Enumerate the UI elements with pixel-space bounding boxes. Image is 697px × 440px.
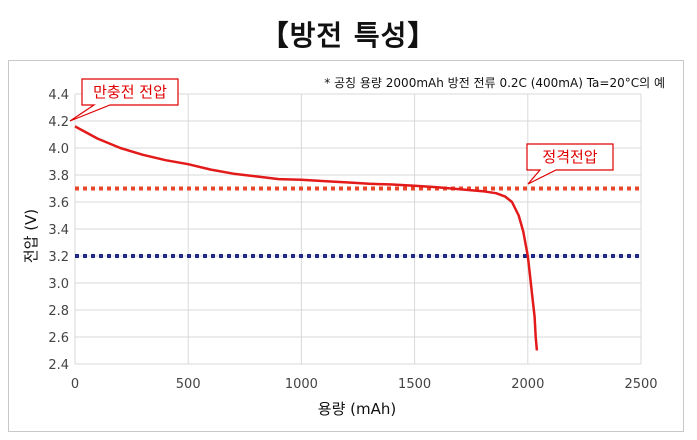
y-tick-label: 3.6	[48, 196, 69, 211]
chart-frame	[8, 60, 684, 432]
y-tick-label: 3.2	[48, 250, 69, 265]
x-tick-label: 500	[176, 377, 201, 392]
callout-box	[526, 143, 614, 185]
y-tick-label: 2.6	[48, 331, 69, 346]
x-ticks: 0 500 1000 1500 2000 2500	[71, 377, 658, 392]
callout-label: 정격전압	[542, 148, 597, 166]
y-tick-label: 3.8	[48, 169, 69, 184]
x-tick-label: 1000	[285, 377, 318, 392]
y-tick-label: 3.0	[48, 277, 69, 292]
y-tick-label: 3.4	[48, 223, 69, 238]
x-tick-label: 2000	[511, 377, 544, 392]
x-tick-label: 2500	[624, 377, 657, 392]
reference-lines	[75, 186, 641, 258]
y-axis-title: 전압 (V)	[22, 209, 40, 263]
y-tick-label: 4.0	[48, 142, 69, 157]
y-ticks: 2.4 2.6 2.8 3.0 3.2 3.4 3.6 3.8 4.0 4.2 4.4	[48, 88, 69, 373]
y-tick-label: 4.4	[48, 88, 69, 103]
discharge-curve	[74, 125, 539, 351]
chart-title: 【방전 특성】	[260, 19, 437, 52]
callout-label: 만충전 전압	[93, 83, 167, 101]
y-tick-label: 4.2	[48, 115, 69, 130]
x-axis-title: 용량 (mAh)	[318, 400, 396, 418]
chart-note: * 공칭 용량 2000mAh 방전 전류 0.2C (400mA) Ta=20…	[324, 76, 665, 90]
x-tick-label: 0	[71, 377, 79, 392]
y-tick-label: 2.4	[48, 358, 69, 373]
callout-box	[69, 78, 179, 122]
y-tick-label: 2.8	[48, 304, 69, 319]
x-tick-label: 1500	[398, 377, 431, 392]
series-group	[74, 125, 539, 351]
gridlines	[74, 93, 642, 365]
